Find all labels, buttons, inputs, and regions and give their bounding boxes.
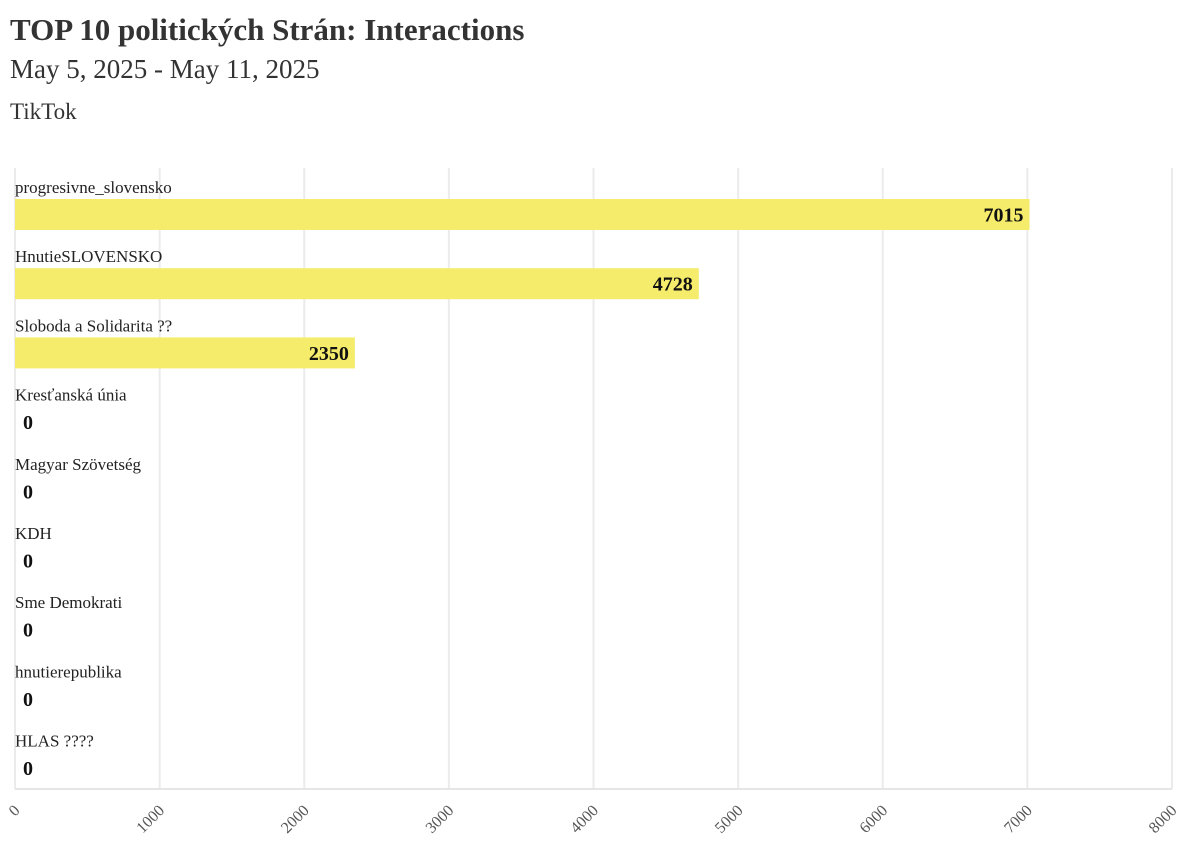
category-label: hnutierepublika bbox=[15, 662, 122, 681]
x-tick-label: 4000 bbox=[567, 802, 602, 837]
bar-value-label: 0 bbox=[23, 551, 33, 573]
bar-value-label: 4728 bbox=[653, 274, 693, 296]
chart-title: TOP 10 politických Strán: Interactions bbox=[10, 12, 525, 47]
platform-label: TikTok bbox=[10, 99, 77, 124]
bar-value-label: 7015 bbox=[984, 205, 1024, 227]
category-label: KDH bbox=[15, 524, 52, 543]
bar-value-label: 0 bbox=[23, 412, 33, 434]
bar-value-label: 0 bbox=[23, 620, 33, 642]
bar-value-label: 2350 bbox=[309, 343, 349, 365]
bar-value-label: 0 bbox=[23, 758, 33, 780]
bar bbox=[15, 199, 1030, 230]
category-label: progresivne_slovensko bbox=[15, 178, 172, 197]
x-tick-label: 0 bbox=[6, 802, 24, 820]
x-tick-label: 5000 bbox=[712, 802, 747, 837]
category-label: Sloboda a Solidarita ?? bbox=[15, 316, 172, 335]
category-label: HLAS ???? bbox=[15, 732, 94, 751]
date-range: May 5, 2025 - May 11, 2025 bbox=[10, 54, 320, 84]
x-tick-label: 3000 bbox=[423, 802, 458, 837]
x-tick-label: 2000 bbox=[278, 802, 313, 837]
bar-value-label: 0 bbox=[23, 689, 33, 711]
category-label: Kresťanská únia bbox=[15, 386, 127, 405]
x-tick-label: 1000 bbox=[133, 802, 168, 837]
bar bbox=[15, 268, 699, 300]
category-label: Magyar Szövetség bbox=[15, 455, 142, 474]
category-label: HnutieSLOVENSKO bbox=[15, 247, 162, 266]
bar bbox=[15, 337, 355, 369]
bar-value-label: 0 bbox=[23, 481, 33, 503]
x-tick-label: 8000 bbox=[1146, 802, 1181, 837]
category-label: Sme Demokrati bbox=[15, 593, 122, 612]
x-tick-label: 6000 bbox=[857, 802, 892, 837]
x-tick-label: 7000 bbox=[1001, 802, 1036, 837]
